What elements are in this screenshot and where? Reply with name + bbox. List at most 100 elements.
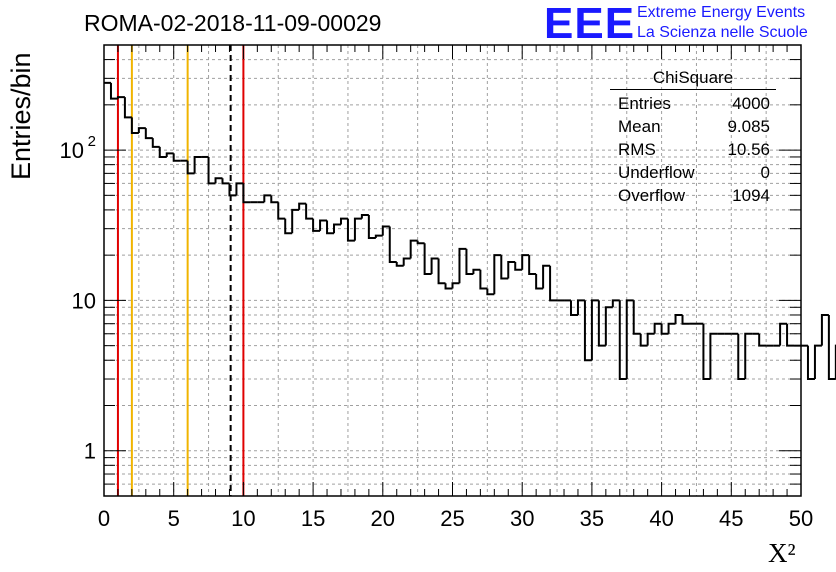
- histogram-bin: [646, 332, 655, 346]
- histogram-bin: [381, 225, 390, 236]
- stats-row-mean: Mean 9.085: [610, 115, 776, 138]
- histogram-bin: [632, 300, 641, 335]
- histogram-bin: [116, 96, 125, 99]
- histogram-bin: [207, 156, 216, 185]
- histogram-bin: [423, 243, 432, 275]
- histogram-bin: [242, 183, 251, 204]
- histogram-bin: [653, 322, 662, 334]
- stats-box: ChiSquare Entries 4000 Mean 9.085 RMS 10.56 Un…: [610, 68, 776, 207]
- y-tick-label-exponent: 2: [88, 133, 96, 150]
- histogram-bin: [374, 234, 383, 239]
- y-tick-label: 1: [84, 439, 96, 464]
- histogram-bin: [507, 261, 516, 279]
- histogram-bin: [430, 257, 439, 274]
- histogram-bin: [144, 128, 153, 140]
- stats-value: 0: [760, 163, 770, 182]
- histogram-bin: [521, 254, 530, 270]
- histogram-bin: [737, 333, 746, 381]
- y-tick-label: 10: [60, 138, 84, 163]
- histogram-bin: [270, 195, 279, 204]
- histogram-bin: [493, 254, 502, 295]
- stats-title: ChiSquare: [610, 68, 776, 90]
- histogram-bin: [137, 127, 146, 133]
- histogram-bin: [458, 247, 467, 284]
- histogram-bin: [486, 288, 495, 296]
- stats-label: Entries: [618, 94, 671, 113]
- logo-line-1: Extreme Energy Events: [637, 4, 806, 21]
- histogram-bin: [542, 264, 551, 289]
- stats-label: RMS: [618, 140, 656, 159]
- histogram-bin: [535, 273, 544, 290]
- stats-rows: Entries 4000 Mean 9.085 RMS 10.56 Underflow 0 Ov…: [610, 92, 776, 207]
- histogram-bin: [569, 300, 578, 316]
- histogram-bin: [786, 323, 795, 347]
- histogram-bin: [409, 239, 418, 259]
- histogram-bin: [758, 333, 767, 347]
- histogram-bin: [193, 155, 202, 174]
- histogram-bin: [437, 258, 446, 285]
- histogram-bin: [367, 214, 376, 240]
- histogram-bin: [109, 82, 118, 100]
- stats-label: Mean: [618, 117, 661, 136]
- histogram-bin: [479, 269, 488, 290]
- histogram-bin: [284, 218, 293, 235]
- histogram-bin: [353, 217, 362, 241]
- histogram-bin: [500, 255, 509, 280]
- x-tick-label: 50: [789, 506, 813, 531]
- histogram-bin: [263, 194, 272, 203]
- histogram-bin: [444, 283, 453, 290]
- histogram-bin: [827, 314, 836, 381]
- logo-subtitle: Extreme Energy Events La Scienza nelle S…: [637, 3, 808, 43]
- histogram-bin: [312, 218, 321, 232]
- histogram-bin: [305, 203, 314, 220]
- stats-value: 1094: [732, 186, 770, 205]
- histogram-bin: [346, 218, 355, 242]
- histogram-bin: [674, 313, 683, 324]
- histogram-bin: [779, 322, 788, 346]
- histogram-bin: [549, 265, 558, 302]
- histogram-bin: [158, 146, 167, 158]
- histogram-bin: [333, 223, 341, 234]
- histogram-bin: [583, 300, 592, 362]
- histogram-bin: [151, 138, 160, 148]
- x-tick-label: 5: [168, 506, 180, 531]
- histogram-bin: [590, 299, 599, 361]
- histogram-bin: [451, 282, 460, 289]
- x-tick-label: 15: [301, 506, 325, 531]
- histogram-bin: [339, 217, 348, 225]
- stats-value: 10.56: [727, 140, 770, 159]
- y-axis-label: Entries/bin: [6, 52, 36, 180]
- histogram-bin: [214, 177, 223, 184]
- stats-row-overflow: Overflow 1094: [610, 184, 776, 207]
- histogram-bin: [416, 240, 425, 245]
- histogram-bin: [813, 344, 822, 380]
- stats-row-entries: Entries 4000: [610, 92, 776, 115]
- histogram-bin: [514, 262, 523, 271]
- histogram-bin: [625, 299, 634, 380]
- x-tick-label: 25: [440, 506, 464, 531]
- histogram-bin: [597, 300, 606, 347]
- histogram-bin: [165, 152, 174, 157]
- histogram-bin: [472, 268, 481, 274]
- histogram-bin: [235, 182, 244, 196]
- histogram-bin: [639, 333, 648, 347]
- histogram-bin: [228, 183, 237, 197]
- x-tick-label: 10: [231, 506, 255, 531]
- histogram-bin: [326, 220, 335, 235]
- histogram-bin: [744, 332, 753, 380]
- histogram-bin: [702, 323, 711, 381]
- histogram-bin: [172, 153, 181, 162]
- histogram-bin: [221, 178, 230, 185]
- eee-logo: EEE: [544, 0, 636, 48]
- stats-value: 4000: [732, 94, 770, 113]
- histogram-bin: [402, 257, 411, 266]
- x-axis-label: X²: [768, 538, 796, 568]
- logo-line-2: La Scienza nelle Scuole: [637, 24, 808, 41]
- histogram-bin: [298, 202, 307, 210]
- x-tick-label: 35: [580, 506, 604, 531]
- histogram-bin: [388, 226, 397, 264]
- histogram-bin: [465, 248, 474, 275]
- histogram-bin: [660, 323, 669, 335]
- histogram-bin: [123, 97, 132, 119]
